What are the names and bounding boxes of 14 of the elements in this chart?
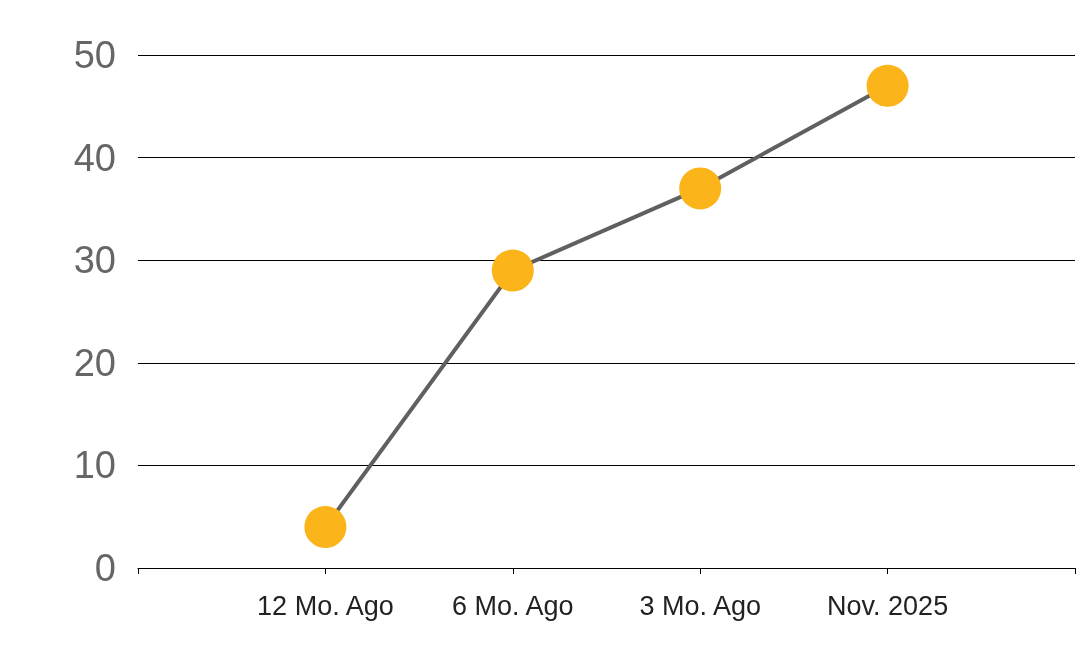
y-tick-label: 40: [73, 136, 116, 179]
x-tick-label: 6 Mo. Ago: [452, 590, 574, 621]
point: [304, 505, 347, 548]
x-tick-label: 3 Mo. Ago: [639, 590, 761, 621]
x-tick-label: 12 Mo. Ago: [257, 590, 394, 621]
y-tick-label: 0: [94, 547, 116, 589]
y-tick-label: 20: [73, 341, 116, 384]
x-tick-label: Nov. 2025: [827, 590, 949, 621]
y-tick-label: 50: [73, 34, 116, 76]
point: [679, 167, 722, 210]
y-tick-label: 30: [73, 239, 116, 282]
point: [866, 64, 909, 107]
point: [491, 249, 534, 292]
y-tick-label: 10: [73, 444, 116, 487]
